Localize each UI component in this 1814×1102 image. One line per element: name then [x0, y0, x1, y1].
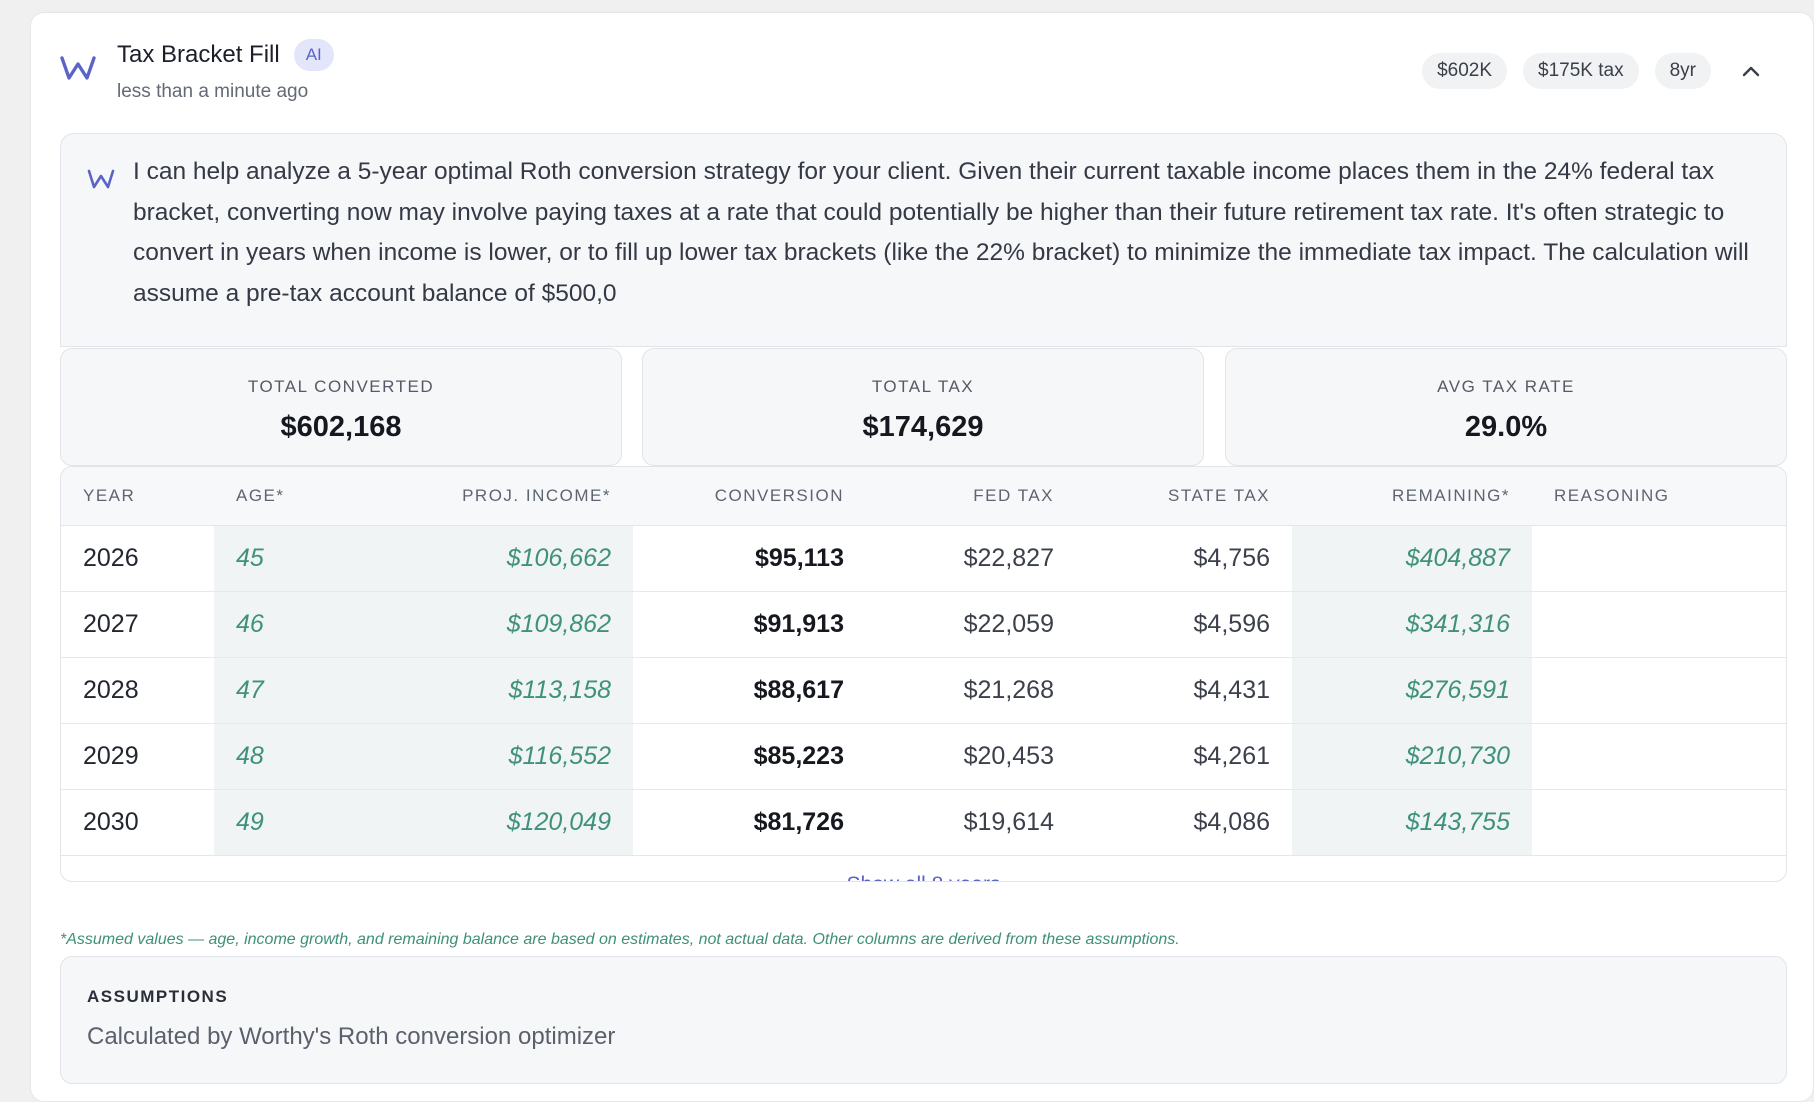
col-header-state-tax: STATE TAX [1076, 467, 1292, 526]
cell-fed-tax: $19,614 [963, 807, 1054, 836]
card-title: Tax Bracket Fill [117, 41, 280, 68]
cell-remaining: $276,591 [1292, 657, 1532, 724]
tool-result-card: Tax Bracket Fill AI less than a minute a… [30, 12, 1814, 1102]
stat-label: AVG TAX RATE [1437, 377, 1575, 396]
cell-reasoning [1532, 657, 1786, 724]
cell-proj-income: $106,662 [367, 525, 633, 592]
col-header-conversion: CONVERSION [633, 467, 866, 526]
cell-remaining: $341,316 [1292, 591, 1532, 658]
cell-conversion: $95,113 [633, 525, 866, 592]
col-header-fed-tax: FED TAX [866, 467, 1076, 526]
cell-state-tax: $4,596 [1076, 591, 1292, 658]
cell-remaining: $143,755 [1292, 789, 1532, 855]
col-header-reasoning: REASONING [1532, 467, 1786, 526]
col-header-proj-income: PROJ. INCOME* [367, 467, 633, 526]
table-row: 2028 47 $113,158 $88,617 $21,268 $4,431 … [61, 657, 1786, 724]
cell-fed-tax: $21,268 [866, 657, 1076, 724]
cell-fed-tax: $20,453 [866, 723, 1076, 790]
stat-label: TOTAL CONVERTED [247, 377, 435, 396]
cell-state-tax: $4,431 [1076, 657, 1292, 724]
stat-total-tax: TOTAL TAX $174,629 [642, 348, 1204, 466]
cell-remaining: $210,730 [1292, 723, 1532, 790]
cell-conversion: $81,726 [753, 807, 844, 836]
cell-age: 47 [214, 657, 367, 724]
cell-reasoning [1532, 723, 1786, 790]
table-row: 2026 45 $106,662 $95,113 $22,827 $4,756 … [61, 525, 1786, 592]
cell-year: 2027 [61, 591, 214, 658]
assumptions-text: Calculated by Worthy's Roth conversion o… [87, 1023, 616, 1050]
cell-conversion: $88,617 [633, 657, 866, 724]
cell-age: 46 [214, 591, 367, 658]
cell-conversion: $85,223 [633, 723, 866, 790]
col-header-age: AGE* [214, 467, 367, 526]
table-header-row: YEAR AGE* PROJ. INCOME* CONVERSION FED T… [61, 467, 1786, 526]
cell-year: 2026 [61, 525, 214, 592]
cell-conversion: $91,913 [633, 591, 866, 658]
summary-pills: $602K $175K tax 8yr [1422, 53, 1765, 89]
col-header-remaining: REMAINING* [1292, 467, 1532, 526]
ai-message: I can help analyze a 5-year optimal Roth… [60, 133, 1787, 347]
worthy-logo-icon [87, 169, 115, 189]
cell-year: 2030 [83, 807, 139, 836]
cell-state-tax: $4,756 [1076, 525, 1292, 592]
show-all-years-button[interactable]: Show all 8 years [61, 855, 1786, 881]
cell-proj-income: $113,158 [367, 657, 633, 724]
cell-proj-income: $109,862 [367, 591, 633, 658]
cell-fed-tax: $22,827 [866, 525, 1076, 592]
pill-years: 8yr [1654, 53, 1711, 89]
ai-badge: AI [293, 39, 334, 71]
cell-proj-income: $116,552 [367, 723, 633, 790]
assumptions-title: ASSUMPTIONS [87, 987, 229, 1006]
cell-reasoning [1532, 789, 1786, 855]
cell-proj-income: $120,049 [367, 789, 633, 855]
chevron-up-icon[interactable] [1737, 57, 1765, 85]
stat-avg-tax-rate: AVG TAX RATE 29.0% [1225, 348, 1787, 466]
table-row: 2029 48 $116,552 $85,223 $20,453 $4,261 … [61, 723, 1786, 790]
cell-reasoning [1532, 525, 1786, 592]
cell-age: 48 [214, 723, 367, 790]
cell-year: 2028 [61, 657, 214, 724]
assumptions-panel: ASSUMPTIONS Calculated by Worthy's Roth … [60, 956, 1787, 1084]
col-header-year: YEAR [61, 467, 214, 526]
conversion-table: YEAR AGE* PROJ. INCOME* CONVERSION FED T… [60, 466, 1787, 882]
card-header: Tax Bracket Fill AI less than a minute a… [117, 39, 334, 103]
cell-fed-tax: $22,059 [866, 591, 1076, 658]
cell-state-tax: $4,261 [1076, 723, 1292, 790]
cell-reasoning [1532, 591, 1786, 658]
table-row: 2030 49 $120,049 $81,726 $19,614 $4,086 … [61, 789, 1786, 855]
summary-stats: TOTAL CONVERTED $602,168 TOTAL TAX $174,… [60, 348, 1787, 466]
assumed-values-footnote: *Assumed values — age, income growth, an… [60, 931, 1180, 948]
table-row: 2027 46 $109,862 $91,913 $22,059 $4,596 … [61, 591, 1786, 658]
cell-year: 2029 [61, 723, 214, 790]
stat-value: $602,168 [280, 411, 402, 443]
stat-value: 29.0% [1464, 411, 1548, 443]
timestamp: less than a minute ago [117, 81, 309, 102]
cell-state-tax: $4,086 [1193, 807, 1270, 836]
cell-age: 45 [214, 525, 367, 592]
worthy-logo-icon [60, 56, 96, 80]
stat-total-converted: TOTAL CONVERTED $602,168 [60, 348, 622, 466]
stat-value: $174,629 [862, 411, 984, 443]
cell-age: 49 [214, 789, 367, 855]
pill-total-converted: $602K [1422, 53, 1508, 89]
ai-message-text: I can help analyze a 5-year optimal Roth… [133, 158, 1749, 307]
cell-remaining: $404,887 [1292, 525, 1532, 592]
pill-total-tax: $175K tax [1523, 53, 1639, 89]
stat-label: TOTAL TAX [871, 377, 975, 396]
